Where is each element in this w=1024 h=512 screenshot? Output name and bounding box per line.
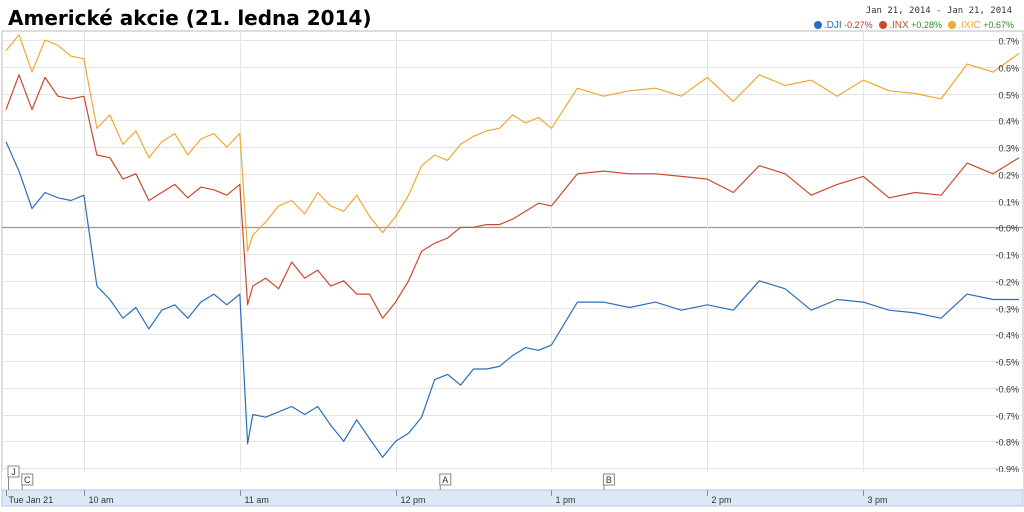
y-tick-label: 0.3% — [998, 144, 1019, 154]
event-flag-label: J — [11, 467, 16, 477]
legend-name: .INX — [889, 20, 909, 31]
series-dot-icon — [948, 21, 957, 29]
y-tick-label: -0.0% — [995, 224, 1019, 234]
event-flag-label: A — [442, 475, 448, 485]
event-flag-label: B — [606, 475, 612, 485]
series-dot-icon — [879, 21, 888, 29]
event-flag[interactable]: J — [7, 465, 20, 490]
y-tick-label: 0.1% — [998, 198, 1019, 208]
series-line — [5, 74, 1020, 319]
y-tick-label: -0.3% — [995, 305, 1019, 315]
event-flag[interactable]: B — [602, 473, 615, 490]
y-tick-label: 0.6% — [998, 64, 1019, 74]
event-flag-label: C — [24, 475, 31, 485]
y-tick-label: 0.5% — [998, 91, 1019, 101]
series-line — [5, 141, 1019, 458]
y-tick-label: -0.5% — [995, 358, 1019, 368]
y-tick-label: -0.6% — [995, 385, 1019, 395]
x-tick-label: 2 pm — [712, 495, 732, 505]
y-tick-label: -0.9% — [995, 465, 1019, 475]
plot-frame — [1, 30, 1024, 497]
event-flag-box — [439, 473, 452, 486]
event-flag-box — [602, 473, 615, 486]
series-lines — [5, 34, 1020, 458]
legend-name: .IXIC — [958, 20, 981, 31]
x-tick-label: 10 am — [89, 495, 114, 505]
x-tick-label: 1 pm — [556, 495, 576, 505]
y-tick-label: -0.8% — [995, 438, 1019, 448]
event-flag[interactable]: C — [21, 473, 34, 490]
legend-change: -0.27% — [844, 20, 873, 30]
legend-change: +0.67% — [983, 20, 1014, 30]
x-tick-label: 3 pm — [868, 495, 888, 505]
legend-item-dji[interactable]: .DJI -0.27% — [813, 20, 873, 31]
y-tick-label: 0.7% — [998, 37, 1019, 47]
axes: 0.7% 0.6% 0.5% 0.4% 0.3% 0.2% 0.1% -0.0% -0.1% -0… — [1, 37, 1024, 507]
y-tick-label: -0.7% — [995, 412, 1019, 422]
x-tick-label: 11 am — [245, 495, 269, 505]
timeline-band — [1, 489, 1024, 507]
legend: .DJI -0.27% .INX +0.28% .IXIC +0.67% — [810, 20, 1014, 31]
y-tick-label: 0.2% — [998, 171, 1019, 181]
event-markers: JC A B — [7, 465, 615, 490]
legend-item-ixic[interactable]: .IXIC +0.67% — [948, 20, 1014, 31]
x-tick-label: Tue Jan 21 — [9, 495, 54, 505]
x-tick-label: 12 pm — [401, 495, 426, 505]
event-flag-box — [21, 473, 34, 486]
event-flag-box — [7, 465, 20, 478]
series-dot-icon — [813, 21, 822, 29]
y-tick-label: -0.2% — [995, 278, 1019, 288]
grid — [1, 30, 1024, 497]
event-flag[interactable]: A — [439, 473, 452, 490]
legend-item-inx[interactable]: .INX +0.28% — [879, 20, 942, 31]
date-range[interactable]: Jan 21, 2014 - Jan 21, 2014 — [865, 6, 1012, 16]
y-tick-label: 0.4% — [998, 117, 1019, 127]
page-title: Americké akcie (21. ledna 2014) — [8, 6, 372, 30]
legend-name: .DJI — [823, 20, 842, 31]
series-line — [5, 34, 1020, 252]
legend-change: +0.28% — [911, 20, 942, 30]
y-tick-label: -0.4% — [995, 331, 1019, 341]
y-tick-label: -0.1% — [995, 251, 1019, 261]
